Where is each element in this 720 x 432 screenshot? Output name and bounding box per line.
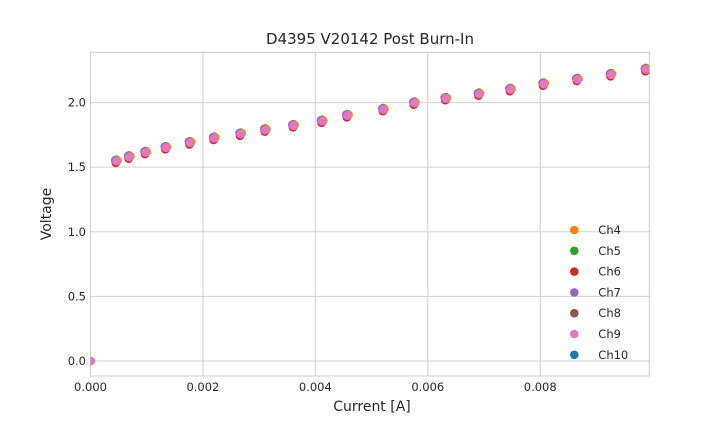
data-point-marker [379, 105, 388, 114]
data-point-marker [236, 129, 245, 139]
x-tick-label: 0.000 [74, 380, 107, 394]
legend-swatch [570, 288, 579, 297]
legend-swatch [570, 225, 579, 235]
x-tick-labels: 0.000 0.002 0.004 0.006 0.008 [74, 380, 557, 394]
legend-item: Ch9 [570, 327, 621, 341]
legend-label: Ch10 [598, 348, 628, 362]
legend: Ch4 Ch5 Ch6 Ch7 Ch8 Ch9 Ch10 [570, 223, 628, 362]
gridlines [90, 52, 650, 376]
legend-item: Ch10 [570, 348, 628, 362]
legend-label: Ch5 [598, 244, 621, 258]
data-point-marker [410, 98, 419, 108]
series-ch8 [90, 66, 650, 366]
data-points [90, 63, 650, 366]
series-ch7 [90, 64, 650, 366]
series-ch4 [90, 64, 650, 366]
y-axis-label: Voltage [39, 188, 55, 241]
y-tick-label: 1.0 [68, 225, 86, 239]
legend-label: Ch9 [598, 327, 621, 341]
data-point-marker [261, 125, 270, 135]
x-tick-label: 0.008 [524, 380, 557, 394]
data-point-marker [209, 134, 219, 143]
legend-item: Ch7 [570, 285, 621, 299]
data-point-marker [539, 79, 548, 89]
data-point-marker [573, 75, 582, 84]
legend-item: Ch4 [570, 223, 621, 237]
legend-swatch [570, 329, 579, 339]
data-point-marker [289, 121, 298, 131]
chart-title: D4395 V20142 Post Burn-In [266, 30, 474, 48]
legend-label: Ch8 [598, 306, 621, 320]
data-point-marker [161, 143, 171, 153]
data-point-marker [606, 70, 616, 80]
y-tick-label: 0.5 [68, 289, 86, 303]
data-point-marker [90, 356, 95, 366]
x-tick-label: 0.004 [299, 380, 332, 394]
data-point-marker [185, 138, 195, 148]
data-point-marker [506, 85, 515, 94]
legend-label: Ch6 [598, 265, 621, 279]
series-ch5 [90, 63, 650, 366]
legend-swatch [570, 246, 579, 256]
y-tick-labels: 0.0 0.5 1.0 1.5 2.0 [68, 96, 86, 368]
legend-swatch [570, 267, 579, 276]
series-ch10 [90, 65, 650, 366]
data-point-marker [124, 152, 134, 162]
legend-item: Ch5 [570, 244, 621, 258]
legend-label: Ch7 [598, 285, 621, 299]
series-ch6 [90, 66, 650, 366]
legend-swatch [570, 350, 579, 360]
data-point-marker [641, 65, 650, 74]
data-point-marker [343, 111, 352, 121]
data-point-marker [141, 148, 150, 157]
legend-label: Ch4 [598, 223, 621, 237]
x-tick-label: 0.002 [186, 380, 219, 394]
legend-item: Ch8 [570, 306, 621, 320]
x-tick-label: 0.006 [411, 380, 444, 394]
y-tick-label: 0.0 [68, 354, 86, 368]
data-point-marker [112, 157, 121, 166]
series-ch9 [90, 65, 650, 366]
legend-swatch [570, 308, 579, 318]
y-tick-label: 2.0 [68, 96, 86, 110]
data-point-marker [317, 117, 327, 126]
data-point-marker [441, 94, 451, 103]
x-axis-label: Current [A] [333, 399, 411, 415]
data-point-marker [474, 89, 484, 99]
plot-border [90, 51, 650, 377]
legend-item: Ch6 [570, 265, 621, 279]
y-tick-label: 1.5 [68, 160, 86, 174]
